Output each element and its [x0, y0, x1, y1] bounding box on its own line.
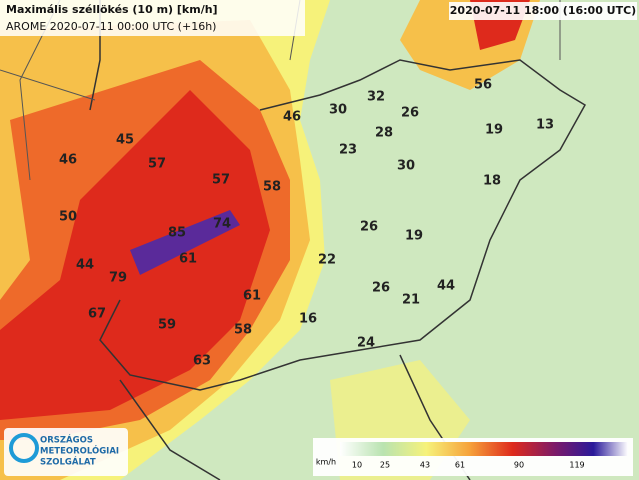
border-lines: [89, 0, 587, 480]
wind-label: 19: [405, 229, 423, 244]
wind-label: 26: [360, 220, 378, 235]
wind-label: 44: [437, 279, 455, 294]
logo-text: ORSZÁGOS: [40, 434, 93, 446]
wind-label: 67: [88, 307, 106, 322]
wind-label: 56: [474, 78, 492, 93]
colorbar-tick-label: 25: [380, 461, 390, 470]
border-lines-secondary: [0, 0, 561, 181]
colorbar-tick-label: 90: [514, 461, 524, 470]
valid-time: 2020-07-11 18:00 (16:00 UTC): [450, 4, 636, 17]
wind-label: 61: [243, 289, 261, 304]
wind-label: 24: [357, 336, 375, 351]
labels: 46 45 57 57 58 50 85 74 61 44 79 67 59 61 58 63 46 30 32 26…: [59, 78, 554, 369]
wind-label: 74: [213, 217, 231, 232]
time-box: [449, 2, 637, 20]
wind-label: 18: [483, 174, 501, 189]
header-box: [0, 0, 305, 36]
wind-zone-purple: [130, 210, 240, 275]
wind-label: 44: [76, 258, 94, 273]
colorbar-tick-label: 61: [455, 461, 465, 470]
wind-label: 63: [193, 354, 211, 369]
wind-label: 16: [299, 312, 317, 327]
colorbar-tick-label: 119: [569, 461, 584, 470]
wind-label: 46: [59, 153, 77, 168]
colorbar-tick-label: 43: [420, 461, 430, 470]
wind-label: 85: [168, 226, 186, 241]
logo-icon: [9, 433, 39, 463]
wind-label: 28: [375, 126, 393, 141]
wind-label: 58: [263, 180, 281, 195]
wind-label: 45: [116, 133, 134, 148]
wind-label: 79: [109, 271, 127, 286]
colorbar: [340, 442, 628, 456]
wind-label: 30: [329, 103, 347, 118]
wind-label: 26: [372, 281, 390, 296]
wind-label: 58: [234, 323, 252, 338]
subtitle: AROME 2020-07-11 00:00 UTC (+16h): [6, 20, 216, 33]
wind-label: 57: [212, 173, 230, 188]
wind-label: 22: [318, 253, 336, 268]
wind-label: 57: [148, 157, 166, 172]
wind-label: 30: [397, 159, 415, 174]
title: Maximális széllökés (10 m) [km/h]: [6, 3, 218, 16]
logo-text: METEOROLÓGIAI: [40, 445, 119, 457]
colorbar-tick-label: 10: [352, 461, 362, 470]
wind-label: 26: [401, 106, 419, 121]
wind-label: 19: [485, 123, 503, 138]
wind-label: 21: [402, 293, 420, 308]
logo-text: SZOLGÁLAT: [40, 456, 96, 468]
wind-label: 46: [283, 110, 301, 125]
wind-label: 32: [367, 90, 385, 105]
wind-label: 50: [59, 210, 77, 225]
wind-label: 13: [536, 118, 554, 133]
wind-label: 59: [158, 318, 176, 333]
wind-label: 23: [339, 143, 357, 158]
wind-label: 61: [179, 252, 197, 267]
colorbar-unit: km/h: [316, 458, 336, 467]
